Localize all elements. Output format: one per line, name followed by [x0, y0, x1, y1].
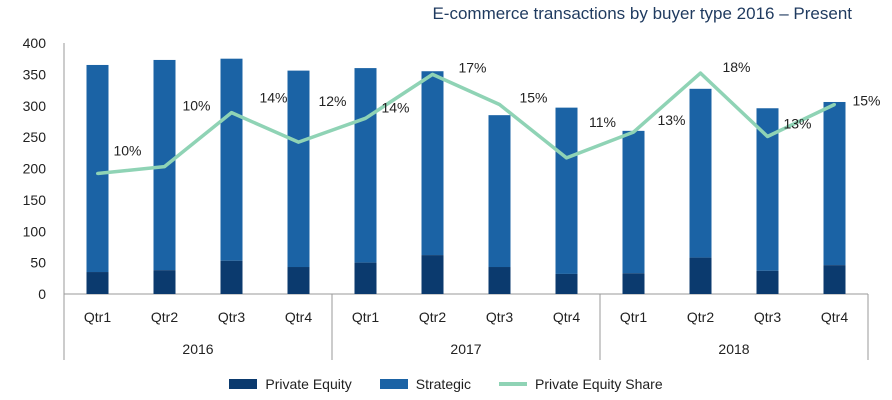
x-tick-label: Qtr4	[285, 309, 312, 325]
bar-private-equity	[622, 273, 645, 294]
legend-swatch-private-equity-share	[499, 382, 527, 386]
point-private-equity-share	[565, 156, 568, 160]
legend-label-strategic: Strategic	[415, 376, 471, 392]
bar-strategic	[86, 64, 109, 273]
legend-label-private-equity-share: Private Equity Share	[535, 376, 663, 392]
legend-item-private-equity: Private Equity	[229, 376, 352, 392]
point-private-equity-share	[766, 134, 769, 138]
x-tick-label: Qtr2	[151, 309, 178, 325]
bar-strategic	[555, 107, 578, 274]
point-private-equity-share	[297, 140, 300, 144]
bar-private-equity	[555, 273, 578, 294]
bar-strategic	[823, 101, 846, 266]
x-group-label: 2017	[450, 341, 481, 357]
x-tick-label: Qtr2	[687, 309, 714, 325]
chart-svg: 0 50 100 150 200 250 300 350 400 10% 10% 14% 12% 14% 1…	[23, 35, 881, 360]
y-tick-label: 300	[23, 98, 47, 114]
bar-strategic	[421, 71, 444, 256]
legend-label-private-equity: Private Equity	[265, 376, 352, 392]
bar-private-equity	[86, 272, 109, 294]
y-tick-label: 0	[38, 286, 46, 302]
data-label-share: 14%	[259, 90, 287, 106]
point-private-equity-share	[833, 102, 836, 106]
bar-strategic	[689, 88, 712, 258]
y-tick-label: 350	[23, 66, 47, 82]
data-label-share: 14%	[381, 99, 409, 115]
y-tick-label: 150	[23, 192, 47, 208]
bar-private-equity	[354, 262, 377, 294]
data-label-share: 10%	[113, 143, 141, 159]
bar-private-equity	[153, 270, 176, 294]
point-private-equity-share	[498, 102, 501, 106]
bar-strategic	[622, 130, 645, 274]
line-private-equity-share	[97, 71, 836, 176]
bar-private-equity	[421, 255, 444, 294]
legend-item-private-equity-share: Private Equity Share	[499, 376, 663, 392]
bar-private-equity	[220, 260, 243, 294]
y-tick-label: 100	[23, 223, 47, 239]
bar-strategic	[220, 58, 243, 261]
bar-private-equity	[689, 257, 712, 294]
x-group-label: 2016	[182, 341, 213, 357]
x-tick-label: Qtr1	[84, 309, 111, 325]
point-private-equity-share	[364, 116, 367, 120]
legend: Private Equity Strategic Private Equity …	[0, 376, 892, 392]
y-tick-label: 250	[23, 129, 47, 145]
bar-strategic	[488, 115, 511, 268]
legend-swatch-private-equity	[229, 379, 258, 389]
x-tick-label: Qtr3	[754, 309, 781, 325]
point-private-equity-share	[230, 111, 233, 115]
y-tick-label: 50	[30, 255, 46, 271]
data-label-share: 10%	[182, 98, 210, 114]
bar-private-equity	[823, 265, 846, 294]
y-tick-label: 200	[23, 161, 47, 177]
bar-private-equity	[756, 270, 779, 294]
point-private-equity-share	[632, 130, 635, 134]
point-private-equity-share	[96, 172, 99, 176]
x-group-label: 2018	[718, 341, 749, 357]
bar-strategic	[287, 70, 310, 268]
x-tick-label: Qtr1	[352, 309, 379, 325]
point-private-equity-share	[699, 71, 702, 75]
data-label-share: 13%	[783, 115, 811, 131]
data-label-share: 13%	[657, 112, 685, 128]
x-tick-label: Qtr4	[553, 309, 580, 325]
data-label-share: 15%	[519, 89, 547, 105]
legend-swatch-strategic	[379, 379, 408, 389]
bar-private-equity	[287, 267, 310, 294]
data-label-share: 11%	[589, 114, 616, 130]
bar-strategic	[354, 68, 377, 263]
x-tick-label: Qtr2	[419, 309, 446, 325]
bar-strategic	[756, 108, 779, 271]
x-tick-label: Qtr3	[218, 309, 245, 325]
chart-title: E-commerce transactions by buyer type 20…	[432, 4, 852, 23]
x-tick-label: Qtr4	[821, 309, 848, 325]
data-label-share: 18%	[722, 59, 750, 75]
point-private-equity-share	[431, 72, 434, 76]
x-tick-label: Qtr1	[620, 309, 647, 325]
y-tick-label: 400	[23, 35, 47, 51]
legend-item-strategic: Strategic	[379, 376, 471, 392]
point-private-equity-share	[163, 165, 166, 169]
data-label-share: 15%	[852, 92, 880, 108]
data-label-share: 12%	[318, 93, 346, 109]
data-label-share: 17%	[458, 59, 486, 75]
x-tick-label: Qtr3	[486, 309, 513, 325]
bar-private-equity	[488, 267, 511, 294]
